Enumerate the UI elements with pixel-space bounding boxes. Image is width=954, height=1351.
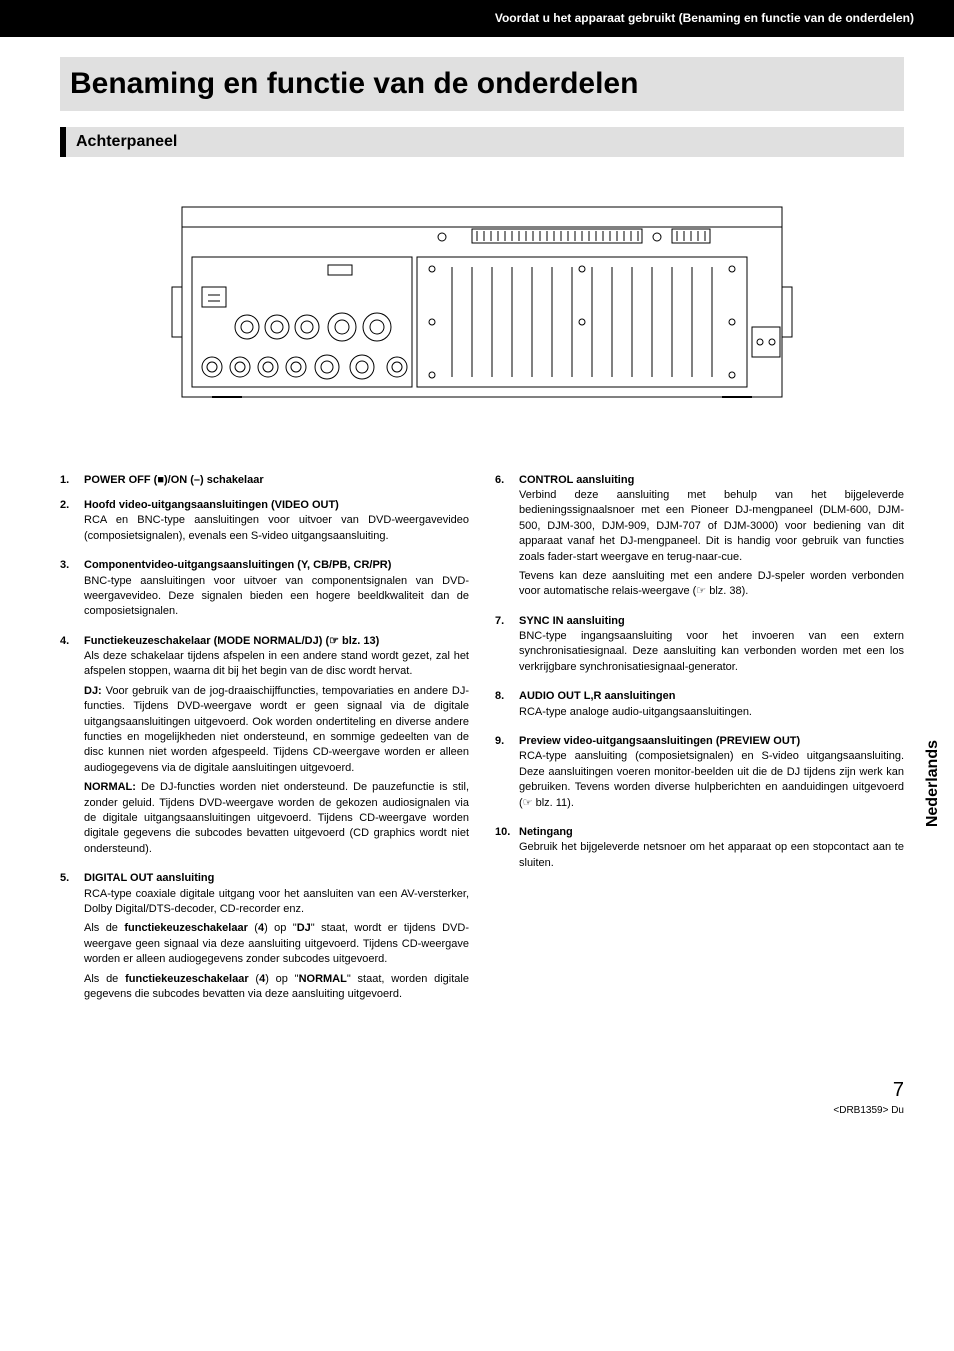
item-title: AUDIO OUT L,R aansluitingen [519,689,904,704]
right-column: 6.CONTROL aansluitingVerbind deze aanslu… [495,473,904,1017]
item-number: 3. [60,558,78,624]
item-title: POWER OFF (■)/ON (–) schakelaar [84,473,469,488]
item-number: 2. [60,498,78,548]
rear-panel-diagram [60,187,904,432]
page-number: 7 [0,1076,904,1104]
item-title: Netingang [519,825,904,840]
header-bar: Voordat u het apparaat gebruikt (Benamin… [0,0,954,37]
item-paragraph: Tevens kan deze aansluiting met een ande… [519,569,904,600]
item-number: 10. [495,825,513,875]
item-title: Hoofd video-uitgangsaansluitingen (VIDEO… [84,498,469,513]
item-title: Functiekeuzeschakelaar (MODE NORMAL/DJ) … [84,634,469,649]
item-number: 1. [60,473,78,488]
item-paragraph: BNC-type ingangsaansluiting voor het inv… [519,629,904,675]
item-paragraph: BNC-type aansluitingen voor uitvoer van … [84,574,469,620]
item-paragraph: RCA-type coaxiale digitale uitgang voor … [84,887,469,918]
item-paragraph: DJ: Voor gebruik van de jog-draaischijff… [84,684,469,776]
item-number: 6. [495,473,513,604]
list-item: 4. Functiekeuzeschakelaar (MODE NORMAL/DJ… [60,634,469,861]
page-footer: 7 <DRB1359> Du [0,1036,954,1138]
item-number: 8. [495,689,513,724]
item-number: 7. [495,614,513,680]
item-body: Preview video-uitgangsaansluitingen (PRE… [519,734,904,815]
item-title: CONTROL aansluiting [519,473,904,488]
list-item: 2. Hoofd video-uitgangsaansluitingen (VID… [60,498,469,548]
item-body: CONTROL aansluitingVerbind deze aansluit… [519,473,904,604]
item-paragraph: RCA en BNC-type aansluitingen voor uitvo… [84,513,469,544]
list-item: 1. POWER OFF (■)/ON (–) schakelaar [60,473,469,488]
item-paragraph: Als deze schakelaar tijdens afspelen in … [84,649,469,680]
item-title: Componentvideo-uitgangsaansluitingen (Y,… [84,558,469,573]
subtitle: Achterpaneel [60,127,904,157]
item-body: Componentvideo-uitgangsaansluitingen (Y,… [84,558,469,624]
item-number: 5. [60,871,78,1006]
columns: 1. POWER OFF (■)/ON (–) schakelaar 2. Hoofd… [60,473,904,1017]
list-item: 8.AUDIO OUT L,R aansluitingenRCA-type an… [495,689,904,724]
item-paragraph: RCA-type analoge audio-uitgangsaansluiti… [519,705,904,720]
item-paragraph: Als de functiekeuzeschakelaar (4) op "NO… [84,972,469,1003]
item-number: 9. [495,734,513,815]
page-content: Benaming en functie van de onderdelen Ac… [0,37,954,1037]
item-paragraph: Verbind deze aansluiting met behulp van … [519,488,904,565]
item-body: Functiekeuzeschakelaar (MODE NORMAL/DJ) … [84,634,469,861]
language-tab: Nederlands [922,740,944,827]
breadcrumb: Voordat u het apparaat gebruikt (Benamin… [495,11,914,25]
item-number: 4. [60,634,78,861]
main-title: Benaming en functie van de onderdelen [60,57,904,111]
list-item: 3. Componentvideo-uitgangsaansluitingen (… [60,558,469,624]
item-body: NetingangGebruik het bijgeleverde netsno… [519,825,904,875]
doc-code: <DRB1359> Du [0,1104,904,1118]
item-body: DIGITAL OUT aansluitingRCA-type coaxiale… [84,871,469,1006]
item-title: DIGITAL OUT aansluiting [84,871,469,886]
item-title: Preview video-uitgangsaansluitingen (PRE… [519,734,904,749]
item-body: SYNC IN aansluitingBNC-type ingangsaansl… [519,614,904,680]
list-item: 9. Preview video-uitgangsaansluitingen (P… [495,734,904,815]
list-item: 5.DIGITAL OUT aansluitingRCA-type coaxia… [60,871,469,1006]
list-item: 7.SYNC IN aansluitingBNC-type ingangsaan… [495,614,904,680]
item-body: AUDIO OUT L,R aansluitingenRCA-type anal… [519,689,904,724]
list-item: 6.CONTROL aansluitingVerbind deze aanslu… [495,473,904,604]
item-paragraph: Gebruik het bijgeleverde netsnoer om het… [519,840,904,871]
item-paragraph: NORMAL: De DJ-functies worden niet onder… [84,780,469,857]
item-paragraph: Als de functiekeuzeschakelaar (4) op "DJ… [84,921,469,967]
list-item: 10. NetingangGebruik het bijgeleverde net… [495,825,904,875]
left-column: 1. POWER OFF (■)/ON (–) schakelaar 2. Hoofd… [60,473,469,1017]
item-paragraph: RCA-type aansluiting (composietsignalen)… [519,749,904,811]
item-title: SYNC IN aansluiting [519,614,904,629]
item-body: POWER OFF (■)/ON (–) schakelaar [84,473,469,488]
item-body: Hoofd video-uitgangsaansluitingen (VIDEO… [84,498,469,548]
